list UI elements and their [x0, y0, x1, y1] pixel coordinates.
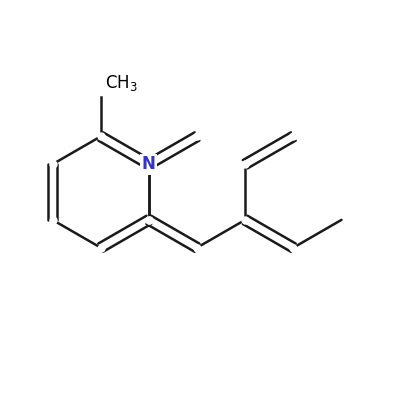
Text: N: N — [142, 155, 156, 173]
Text: CH$_3$: CH$_3$ — [105, 73, 138, 93]
